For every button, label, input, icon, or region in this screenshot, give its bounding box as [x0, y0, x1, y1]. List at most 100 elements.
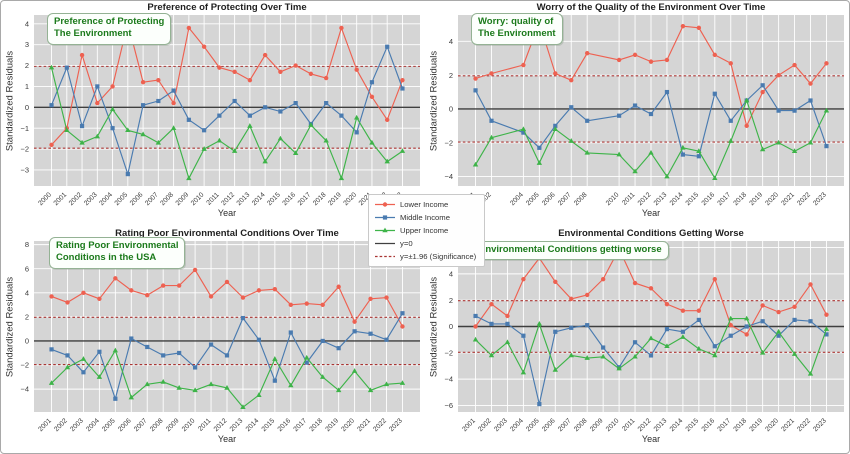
reference-lines [34, 316, 420, 366]
y-tick-label: 8 [25, 240, 29, 249]
x-tick-label: 2012 [637, 191, 653, 207]
x-tick-label: 2006 [541, 417, 557, 433]
y-tick-label: −4 [444, 375, 453, 384]
y-tick-label: 4 [25, 288, 29, 297]
y-tick-label: 0 [449, 322, 453, 331]
x-tick-label: 2011 [621, 191, 636, 206]
y-tick-label: −2 [444, 348, 453, 357]
series-upper-income [472, 315, 830, 376]
x-tick-label: 2000 [37, 191, 53, 207]
lower-income-line-marker-icon [375, 201, 395, 207]
x-tick-label: 2007 [557, 417, 573, 433]
y-tick-label: 2 [25, 61, 29, 70]
x-tick-label: 2009 [165, 417, 181, 433]
x-tick-label: 2016 [277, 417, 293, 433]
annotation-box: Rating Poor Environmental Conditions in … [49, 237, 186, 269]
series-lower-income [49, 267, 405, 329]
x-tick-label: 2004 [509, 191, 525, 207]
x-tick-label: 2003 [83, 191, 99, 207]
x-tick-label: 2016 [701, 191, 717, 207]
legend-label: Upper Income [400, 225, 449, 235]
y-tick-label: 4 [25, 19, 29, 28]
x-tick-label: 2012 [220, 191, 236, 207]
x-tick-label: 2010 [605, 191, 621, 207]
x-tick-label: 2019 [748, 417, 764, 433]
x-tick-label: 2010 [190, 191, 206, 207]
x-tick-label: 2022 [796, 417, 812, 433]
x-tick-label: 2018 [308, 417, 324, 433]
x-tick-label: 2007 [144, 191, 160, 207]
chart-rating-poor-conditions: −4 −2 0 2 4 6 8 2001 2002 2003 2004 2005 2006 2007 200… [1, 227, 425, 453]
x-tick-label: 2005 [101, 417, 117, 433]
series-lower-income [473, 246, 829, 337]
x-tick-label: 2014 [245, 417, 261, 433]
x-tick-label: 2002 [68, 191, 84, 207]
y-tick-label: 3 [25, 40, 29, 49]
series-lower-income [49, 20, 405, 148]
series-lower-income [473, 20, 829, 129]
series-upper-income [48, 64, 406, 181]
x-tick-label: 2010 [181, 417, 197, 433]
x-tick-label: 2016 [701, 417, 717, 433]
legend-label: Lower Income [400, 199, 449, 209]
zero-line-icon [375, 242, 395, 244]
series-upper-income [48, 347, 406, 409]
x-tick-label: 2006 [541, 191, 557, 207]
x-tick-label: 2019 [748, 191, 764, 207]
legend-item-lower-income: Lower Income [374, 198, 476, 210]
x-tick-label: 2020 [764, 417, 780, 433]
x-tick-label: 2008 [573, 417, 589, 433]
x-tick-label: 2020 [340, 417, 356, 433]
y-tick-label: −2 [444, 138, 453, 147]
x-tick-label: 2023 [812, 191, 828, 207]
x-tick-label: 2014 [251, 191, 267, 207]
chart-conditions-getting-worse: −6−4−20246200120022003200420052006200720… [425, 227, 849, 453]
x-tick-label: 2015 [266, 191, 282, 207]
annotation-box: Preference of Protecting The Environment [47, 13, 172, 45]
x-tick-label: 2005 [525, 191, 541, 207]
y-axis-label: Standardized Residuals [428, 276, 440, 378]
legend-item-middle-income: Middle Income [374, 211, 476, 223]
series-middle-income [49, 311, 405, 401]
significance-dashed-line-icon [375, 255, 395, 257]
annotation-box: Environmental Conditions getting worse [472, 241, 669, 261]
x-tick-label: 2012 [637, 417, 653, 433]
series-upper-income [472, 97, 830, 181]
x-tick-label: 2021 [780, 191, 796, 207]
x-tick-label: 2002 [477, 417, 493, 433]
x-tick-label: 2007 [133, 417, 149, 433]
x-tick-label: 2008 [149, 417, 165, 433]
legend-item-y0: y=0 [374, 237, 476, 249]
legend-item-significance: y=±1.96 (Significance) [374, 250, 476, 262]
y-tick-label: 1 [25, 82, 29, 91]
y-tick-label: −3 [20, 166, 29, 175]
x-tick-label: 2010 [605, 417, 621, 433]
legend-label: Middle Income [400, 212, 450, 222]
x-tick-label: 2005 [525, 417, 541, 433]
x-tick-label: 2021 [780, 417, 796, 433]
legend-label: y=±1.96 (Significance) [400, 251, 477, 261]
chart-title: Preference of Protecting Over Time [147, 2, 307, 13]
y-tick-label: 0 [25, 103, 29, 112]
chart-title: Worry of the Quality of the Environment … [536, 2, 766, 13]
y-tick-label: 6 [25, 264, 29, 273]
x-tick-label: 2015 [685, 417, 701, 433]
x-tick-label: 2013 [653, 191, 669, 207]
x-tick-label: 2014 [669, 417, 685, 433]
legend-label: y=0 [400, 238, 413, 248]
reference-lines [458, 300, 844, 353]
series-middle-income [473, 83, 829, 159]
x-tick-label: 2004 [509, 417, 525, 433]
x-tick-labels: 2001 2002 2003 2004 2005 2006 2007 2008 2009 2010… [461, 417, 828, 433]
y-tick-label: −2 [20, 145, 29, 154]
y-tick-labels: −3 −2 −1 0 1 2 3 4 [20, 19, 29, 174]
x-tick-label: 2023 [812, 417, 828, 433]
y-axis-label: Standardized Residuals [4, 276, 16, 378]
x-tick-label: 2016 [281, 191, 297, 207]
x-tick-labels: 2001200220042005200620072008201020112012… [461, 191, 828, 207]
series-middle-income [49, 44, 405, 177]
x-tick-label: 2001 [37, 417, 53, 433]
x-tick-label: 2011 [197, 417, 212, 432]
